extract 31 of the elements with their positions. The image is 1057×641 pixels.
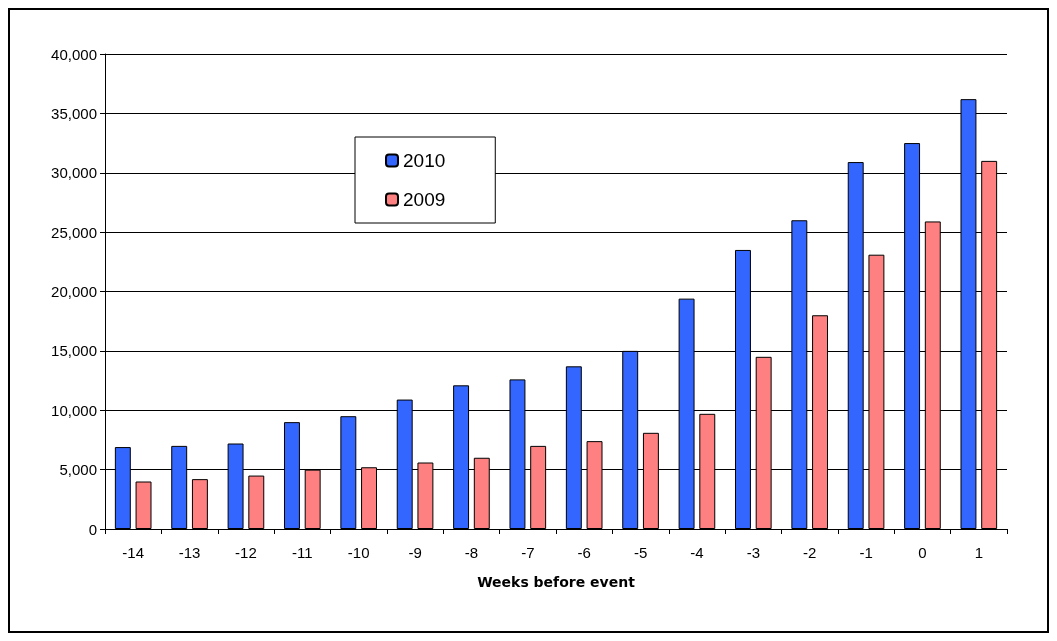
legend-label: 2009 xyxy=(403,189,446,210)
y-tick-label: 5,000 xyxy=(59,461,97,479)
x-tick-label: -5 xyxy=(633,544,648,561)
y-tick-label: 0 xyxy=(88,520,97,538)
y-tick-label: 10,000 xyxy=(51,401,97,419)
x-axis-title: Weeks before event xyxy=(477,574,636,590)
y-tick-label: 15,000 xyxy=(51,342,97,360)
x-tick-label: -3 xyxy=(746,544,760,561)
x-tick-label: -1 xyxy=(859,544,873,561)
bar xyxy=(191,479,208,529)
x-tick-label: -11 xyxy=(292,544,313,561)
x-tick-label: -13 xyxy=(178,544,201,561)
y-tick-label: 20,000 xyxy=(51,283,97,300)
y-tick-label: 30,000 xyxy=(51,164,97,182)
x-tick-label: 1 xyxy=(974,544,983,561)
bar xyxy=(248,475,265,529)
x-tick-label: -7 xyxy=(521,544,535,561)
x-tick-label: -4 xyxy=(690,544,704,561)
y-tick-label: 35,000 xyxy=(51,104,97,122)
x-tick-label: -9 xyxy=(408,544,422,561)
y-tick-label: 25,000 xyxy=(51,223,97,241)
x-tick-label: -6 xyxy=(577,544,591,561)
x-tick-label: -14 xyxy=(122,544,145,561)
x-tick-label: 0 xyxy=(918,544,927,561)
x-tick-label: -12 xyxy=(235,544,257,561)
y-tick-label: 40,000 xyxy=(51,45,97,63)
legend-label: 2010 xyxy=(403,150,446,171)
x-tick-label: -8 xyxy=(464,544,479,561)
x-tick-label: -2 xyxy=(803,544,817,561)
bar xyxy=(135,481,152,529)
x-tick-label: -10 xyxy=(347,544,370,561)
